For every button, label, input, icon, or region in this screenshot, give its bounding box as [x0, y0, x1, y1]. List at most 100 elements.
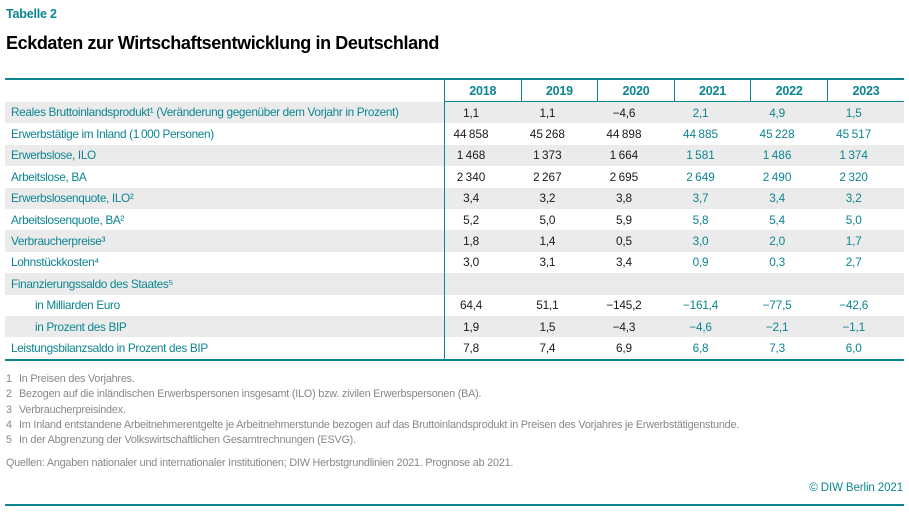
value-cell — [598, 273, 675, 294]
value-cell: 3,1 — [539, 255, 556, 270]
value-cell: 45 517 — [836, 127, 872, 142]
value-cell: −2,1 — [765, 319, 789, 334]
value-cell: 45 228 — [759, 127, 795, 142]
row-label: Verbraucherpreise³ — [11, 234, 106, 249]
value-cell: 5,0 — [539, 212, 556, 227]
value-cell: −4,6 — [689, 319, 712, 334]
value-cell: 3,7 — [692, 191, 709, 206]
value-cell: 1 373 — [533, 148, 562, 163]
value-cell: 5,4 — [769, 212, 785, 227]
value-cell: 7,3 — [769, 340, 785, 355]
row-label: in Milliarden Euro — [35, 298, 120, 313]
value-cell: 2 649 — [686, 169, 715, 184]
year-header-2019: 2019 — [520, 79, 598, 102]
table-row: in Milliarden Euro 64,4 51,1 −145,2 −161,4 −7… — [5, 294, 904, 316]
value-cell: 3,8 — [616, 191, 632, 206]
footnote-text: Im Inland entstandene Arbeitnehmerentgel… — [19, 418, 740, 431]
footnote-number: 2 — [6, 388, 12, 401]
footnote: 1 In Preisen des Vorjahres. — [6, 372, 903, 387]
value-cell: 2 695 — [609, 169, 639, 184]
value-cell: −42,6 — [839, 298, 869, 313]
footnote-number: 5 — [6, 434, 12, 447]
table-row: Lohnstückkosten⁴ 3,0 3,1 3,4 0,9 0,3 2,7 — [5, 251, 904, 274]
year-header-2018: 2018 — [444, 79, 522, 102]
footnote: 5 In der Abgrenzung der Volkswirtschaftli… — [6, 433, 903, 448]
value-cell: −1,1 — [842, 319, 865, 334]
row-label: Finanzierungssaldo des Staates⁵ — [11, 276, 173, 291]
row-header-spacer — [5, 79, 445, 102]
value-cell: 5,8 — [692, 212, 709, 227]
footnote: 3 Verbraucherpreisindex. — [6, 403, 903, 418]
value-cell: 5,2 — [444, 208, 522, 231]
footnote-text: In der Abgrenzung der Volkswirtschaftlic… — [19, 434, 356, 447]
row-label: Arbeitslose, BA — [11, 169, 87, 184]
economic-data-table: 2018 2019 2020 2021 2022 2023 Reales Bruttoin… — [5, 78, 904, 361]
value-cell: 3,4 — [444, 187, 522, 209]
table-header: 2018 2019 2020 2021 2022 2023 — [5, 79, 904, 102]
footnote-number: 4 — [6, 418, 12, 431]
value-cell: 0,3 — [769, 255, 785, 270]
value-cell: 3,0 — [444, 251, 522, 274]
footnote: 2 Bezogen auf die inländischen Erwerbsper… — [6, 387, 903, 402]
footnote-text: In Preisen des Vorjahres. — [19, 373, 135, 385]
value-cell — [751, 273, 828, 294]
row-label: Reales Bruttoinlandsprodukt¹ (Veränderun… — [11, 105, 399, 120]
row-label: Leistungsbilanzsaldo in Prozent des BIP — [11, 340, 208, 355]
page-title: Eckdaten zur Wirtschaftsentwicklung in D… — [6, 33, 439, 53]
table-row: Verbraucherpreise³ 1,8 1,4 0,5 3,0 2,0 1,7 — [5, 230, 904, 252]
table-row: Arbeitslose, BA 2 340 2 267 2 695 2 649 2 490… — [5, 166, 904, 188]
table-row: Leistungsbilanzsaldo in Prozent des BIP 7… — [5, 337, 904, 360]
value-cell — [521, 273, 598, 294]
value-cell: 1 664 — [609, 148, 639, 163]
value-cell: 2 490 — [762, 169, 792, 184]
row-label: Erwerbslose, ILO — [11, 148, 96, 163]
value-cell: 2 267 — [533, 169, 562, 184]
bottom-rule — [5, 504, 904, 506]
value-cell: 1,4 — [539, 234, 556, 249]
table-row: Finanzierungssaldo des Staates⁵ — [5, 273, 904, 295]
value-cell: 2,7 — [845, 255, 862, 270]
value-cell: −4,6 — [612, 105, 636, 120]
sources-line: Quellen: Angaben nationaler und internat… — [6, 457, 514, 469]
footnote-number: 1 — [6, 373, 12, 385]
footnote-number: 3 — [6, 403, 12, 416]
value-cell: 1,7 — [845, 234, 862, 249]
year-header-2022: 2022 — [750, 79, 828, 102]
row-label: Erwerbslosenquote, ILO² — [11, 191, 134, 206]
value-cell: 0,5 — [616, 234, 632, 249]
table-row: Erwerbslosenquote, ILO² 3,4 3,2 3,8 3,7 3,4 3,… — [5, 187, 904, 209]
value-cell: 3,0 — [692, 234, 709, 249]
value-cell: 6,9 — [616, 340, 632, 355]
value-cell: 3,4 — [769, 191, 785, 206]
value-cell: 5,0 — [845, 212, 862, 227]
value-cell: 2 340 — [444, 166, 522, 188]
value-cell: 3,2 — [845, 191, 862, 206]
footnote: 4 Im Inland entstandene Arbeitnehmerentge… — [6, 418, 903, 433]
value-cell: 45 268 — [529, 127, 565, 142]
value-cell: 44 858 — [444, 123, 522, 145]
value-cell: 1,5 — [539, 319, 556, 334]
value-cell: 2,0 — [769, 234, 785, 249]
value-cell: 51,1 — [536, 298, 559, 313]
value-cell: 64,4 — [444, 294, 522, 316]
value-cell: 1,9 — [444, 315, 522, 338]
value-cell — [827, 273, 904, 294]
value-cell: −161,4 — [682, 298, 719, 313]
row-label: Arbeitslosenquote, BA² — [11, 212, 124, 227]
value-cell: 7,8 — [444, 337, 522, 360]
footnote-text: Verbraucherpreisindex. — [19, 403, 126, 416]
row-label: Erwerbstätige im Inland (1 000 Personen) — [11, 127, 214, 142]
value-cell: 4,9 — [769, 105, 785, 120]
value-cell: 44 898 — [606, 127, 642, 142]
year-header-2020: 2020 — [597, 79, 675, 102]
value-cell: 1 581 — [686, 148, 715, 163]
table-number-label: Tabelle 2 — [6, 7, 57, 21]
value-cell: 0,9 — [692, 255, 709, 270]
value-cell — [674, 273, 751, 294]
footnote-text: Bezogen auf die inländischen Erwerbspers… — [19, 388, 482, 401]
year-header-2023: 2023 — [826, 79, 904, 102]
value-cell: 2 320 — [839, 169, 868, 184]
value-cell: 2,1 — [692, 105, 709, 120]
value-cell: 7,4 — [539, 340, 556, 355]
